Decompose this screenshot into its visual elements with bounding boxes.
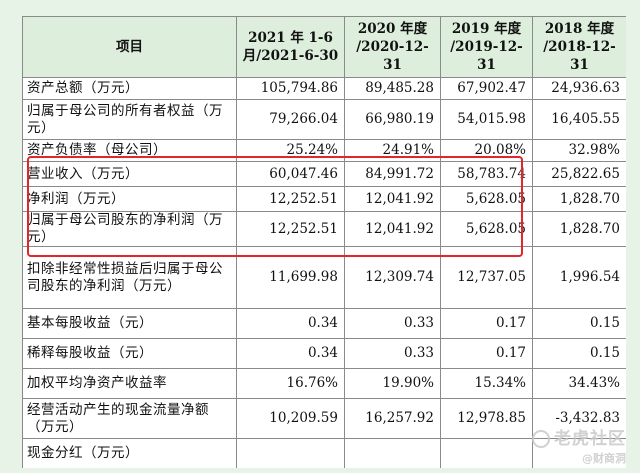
table-row: 加权平均净资产收益率 16.76% 19.90% 15.34% 34.43%	[22, 368, 626, 399]
row-value: 12,252.51	[236, 211, 345, 247]
table-row: 经营活动产生的现金流量净额（万元） 10,209.59 16,257.92 12,97…	[22, 398, 626, 439]
table-row: 营业收入（万元） 60,047.46 84,991.72 58,783.74 25,82…	[22, 161, 626, 187]
row-value	[236, 438, 345, 468]
row-value: 24.91%	[344, 139, 441, 162]
row-value: 66,980.19	[344, 99, 441, 140]
row-value: 12,252.51	[236, 186, 345, 212]
row-value: 67,902.47	[440, 77, 533, 100]
row-value: 84,991.72	[344, 161, 441, 187]
row-value: 89,485.28	[344, 77, 441, 100]
header-2018: 2018 年度 /2018-12-31	[532, 16, 626, 78]
financial-summary-table: 项目 2021 年 1-6 月/2021-6-30 2020 年度 /2020-…	[22, 16, 626, 468]
row-label: 稀释每股收益（元）	[22, 338, 237, 369]
row-value: 54,015.98	[440, 99, 533, 140]
watermark-brand: 老虎社区	[532, 424, 626, 449]
row-value: 20.08%	[440, 139, 533, 162]
row-value: 105,794.86	[236, 77, 345, 100]
row-value: 16,257.92	[344, 398, 441, 439]
table-row: 资产负债率（母公司） 25.24% 24.91% 20.08% 32.98%	[22, 139, 626, 162]
row-value: 0.33	[344, 338, 441, 369]
row-value	[440, 438, 533, 468]
row-label: 现金分红（万元）	[22, 438, 237, 468]
row-label: 归属于母公司的所有者权益（万元）	[22, 99, 237, 140]
row-label: 经营活动产生的现金流量净额（万元）	[22, 398, 237, 439]
header-item: 项目	[22, 16, 237, 78]
row-value: 0.15	[532, 338, 626, 369]
row-value: 0.34	[236, 308, 345, 339]
table-row: 归属于母公司的所有者权益（万元） 79,266.04 66,980.19 54,015…	[22, 99, 626, 140]
row-value: 0.17	[440, 338, 533, 369]
table-row: 现金分红（万元）	[22, 438, 626, 468]
row-value: 0.33	[344, 308, 441, 339]
row-value: 12,041.92	[344, 211, 441, 247]
row-value: 24,936.63	[532, 77, 626, 100]
row-value	[344, 438, 441, 468]
watermark-brand-text: 老虎社区	[554, 429, 626, 449]
row-value: 34.43%	[532, 368, 626, 399]
header-2019: 2019 年度 /2019-12-31	[440, 16, 533, 78]
row-value: 25.24%	[236, 139, 345, 162]
row-value: 12,737.05	[440, 246, 533, 309]
row-value: 0.15	[532, 308, 626, 339]
header-2021h1: 2021 年 1-6 月/2021-6-30	[236, 16, 345, 78]
row-value: 12,309.74	[344, 246, 441, 309]
table-header-row: 项目 2021 年 1-6 月/2021-6-30 2020 年度 /2020-…	[22, 16, 626, 78]
row-value: 16,405.55	[532, 99, 626, 140]
row-label: 归属于母公司股东的净利润（万元）	[22, 211, 237, 247]
financial-table-frame: 项目 2021 年 1-6 月/2021-6-30 2020 年度 /2020-…	[22, 16, 626, 468]
row-value: 10,209.59	[236, 398, 345, 439]
table-row: 归属于母公司股东的净利润（万元） 12,252.51 12,041.92 5,628.…	[22, 211, 626, 247]
watermark-handle: @财商洞	[582, 452, 626, 465]
row-label: 扣除非经常性损益后归属于母公司股东的净利润（万元）	[22, 246, 237, 309]
row-value: 19.90%	[344, 368, 441, 399]
row-label: 基本每股收益（元）	[22, 308, 237, 339]
row-label: 净利润（万元）	[22, 186, 237, 212]
table-row: 资产总额（万元） 105,794.86 89,485.28 67,902.47 24,9…	[22, 77, 626, 100]
row-label: 营业收入（万元）	[22, 161, 237, 187]
tiger-paw-icon	[532, 430, 550, 448]
table-row: 稀释每股收益（元） 0.34 0.33 0.17 0.15	[22, 338, 626, 369]
row-value: 32.98%	[532, 139, 626, 162]
table-row: 扣除非经常性损益后归属于母公司股东的净利润（万元） 11,699.98 12,309…	[22, 246, 626, 309]
row-label: 资产负债率（母公司）	[22, 139, 237, 162]
header-2020: 2020 年度 /2020-12-31	[344, 16, 441, 78]
row-label: 加权平均净资产收益率	[22, 368, 237, 399]
row-value: 5,628.05	[440, 186, 533, 212]
row-value: 79,266.04	[236, 99, 345, 140]
row-value: -3,432.83	[532, 398, 626, 439]
row-value: 25,822.65	[532, 161, 626, 187]
row-value: 12,041.92	[344, 186, 441, 212]
row-value: 1,996.54	[532, 246, 626, 309]
row-value: 5,628.05	[440, 211, 533, 247]
row-value: 60,047.46	[236, 161, 345, 187]
row-value: 0.17	[440, 308, 533, 339]
row-value: 1,828.70	[532, 186, 626, 212]
row-label: 资产总额（万元）	[22, 77, 237, 100]
row-value: 1,828.70	[532, 211, 626, 247]
row-value: 15.34%	[440, 368, 533, 399]
row-value: 12,978.85	[440, 398, 533, 439]
row-value: 58,783.74	[440, 161, 533, 187]
row-value: 0.34	[236, 338, 345, 369]
table-row: 净利润（万元） 12,252.51 12,041.92 5,628.05 1,828.7…	[22, 186, 626, 212]
row-value: 16.76%	[236, 368, 345, 399]
row-value: 11,699.98	[236, 246, 345, 309]
table-row: 基本每股收益（元） 0.34 0.33 0.17 0.15	[22, 308, 626, 339]
